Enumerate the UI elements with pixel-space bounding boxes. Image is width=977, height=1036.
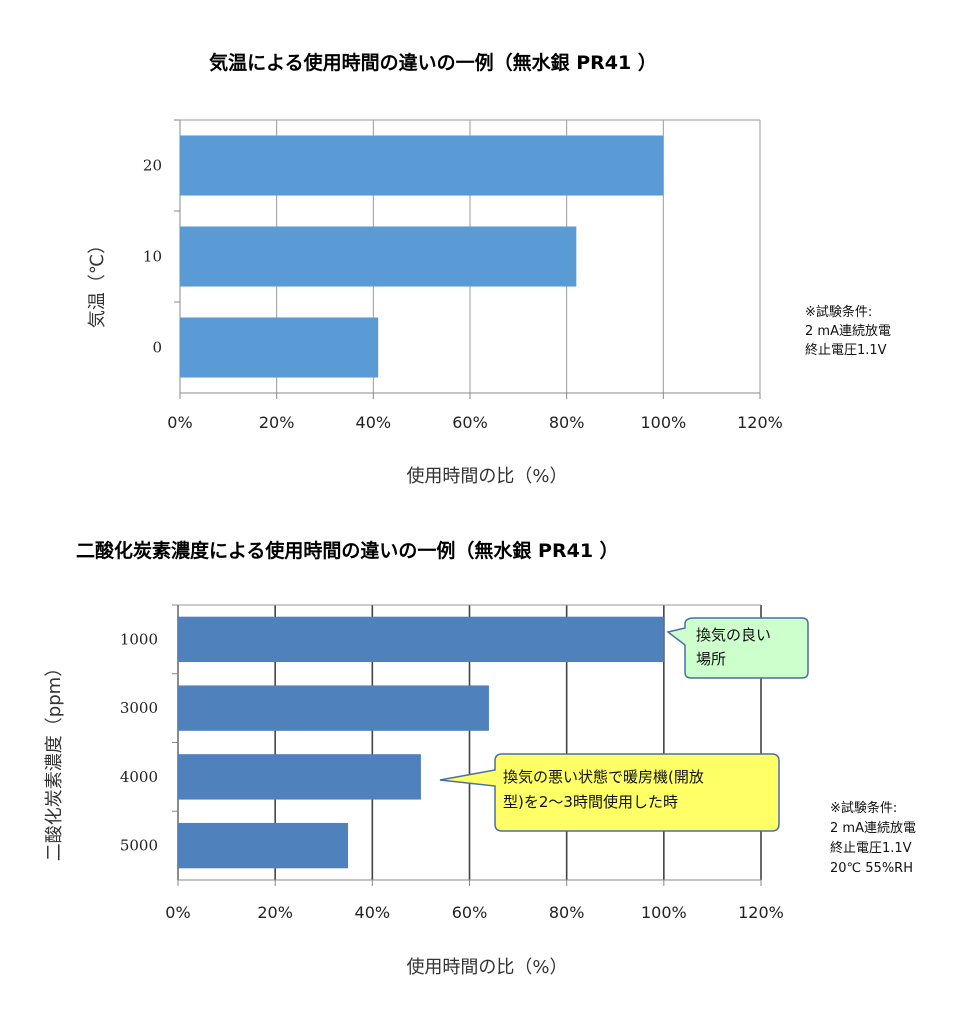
x-tick-label: 0% (165, 903, 190, 922)
test-condition-line: 20℃ 55%RH (830, 861, 913, 876)
test-condition-line: 終止電圧1.1V (830, 840, 912, 856)
x-tick-label: 120% (737, 413, 783, 432)
chart1-y-ticks: 20 10 0 (143, 157, 162, 357)
bar-0 (180, 317, 379, 378)
y-tick-label: 10 (143, 248, 162, 266)
chart2-title: 二酸化炭素濃度による使用時間の違いの一例（無水銀 PR41 ） (76, 539, 619, 562)
callout-box (666, 617, 809, 679)
chart2-y-axis-label: 二酸化炭素濃度（ppm） (44, 659, 65, 861)
temperature-chart: 気温による使用時間の違いの一例（無水銀 PR41 ） 20 10 0 0% 20% 40… (87, 51, 891, 487)
test-condition-line: ※試験条件: (805, 304, 872, 320)
x-tick-label: 80% (549, 903, 585, 922)
x-tick-label: 0% (167, 413, 192, 432)
y-tick-label: 5000 (120, 837, 158, 855)
chart1-bars (180, 135, 664, 378)
chart1-x-ticks: 0% 20% 40% 60% 80% 100% 120% (167, 413, 783, 432)
test-condition-line: ※試験条件: (830, 800, 897, 816)
bar-4000 (178, 754, 421, 800)
x-tick-label: 100% (640, 413, 686, 432)
x-tick-label: 60% (452, 903, 488, 922)
test-condition-line: 2 mA連続放電 (805, 324, 891, 339)
y-tick-label: 20 (143, 157, 162, 175)
x-tick-label: 60% (452, 413, 488, 432)
x-tick-label: 100% (641, 903, 687, 922)
x-tick-label: 20% (257, 903, 293, 922)
bar-5000 (178, 822, 349, 869)
callout-text: 型)を2～3時間使用した時 (503, 793, 678, 811)
co2-chart: 二酸化炭素濃度による使用時間の違いの一例（無水銀 PR41 ） 1000 3000… (44, 539, 916, 978)
callout-box (439, 753, 780, 832)
bar-1000 (178, 616, 664, 663)
chart2-x-ticks: 0% 20% 40% 60% 80% 100% 120% (165, 903, 784, 922)
y-tick-label: 4000 (120, 768, 158, 786)
callout-text: 換気の悪い状態で暖房機(開放 (503, 768, 704, 786)
x-tick-label: 20% (259, 413, 295, 432)
callout-poor-ventilation: 換気の悪い状態で暖房機(開放型)を2～3時間使用した時 (439, 753, 780, 832)
chart2-y-ticks: 1000 3000 4000 5000 (120, 630, 158, 854)
x-tick-label: 40% (355, 903, 391, 922)
chart2-bars (178, 616, 664, 869)
bar-10 (180, 226, 577, 287)
chart1-x-axis-label: 使用時間の比（%） (406, 466, 567, 487)
x-tick-label: 40% (356, 413, 392, 432)
callout-text: 場所 (696, 650, 726, 668)
bar-3000 (178, 685, 489, 731)
chart2-x-axis-label: 使用時間の比（%） (406, 957, 567, 978)
callout-text: 換気の良い (696, 626, 771, 644)
bar-20 (180, 135, 664, 196)
test-condition-line: 終止電圧1.1V (805, 342, 887, 358)
test-condition-line: 2 mA連続放電 (830, 821, 916, 836)
chart1-title: 気温による使用時間の違いの一例（無水銀 PR41 ） (209, 51, 657, 74)
x-tick-label: 80% (549, 413, 585, 432)
chart1-y-axis-label: 気温（℃） (87, 236, 108, 328)
y-tick-label: 1000 (120, 630, 158, 648)
y-tick-label: 3000 (120, 699, 158, 717)
y-tick-label: 0 (152, 339, 162, 357)
x-tick-label: 120% (738, 903, 784, 922)
